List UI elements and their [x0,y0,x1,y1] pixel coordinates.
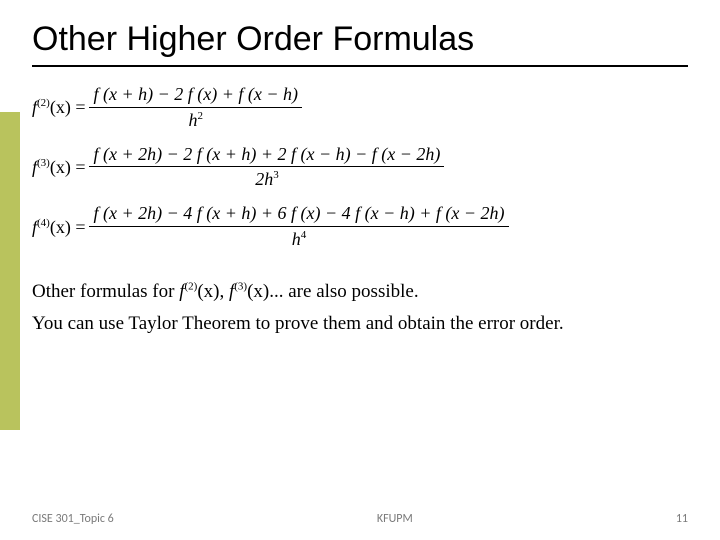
f3-numerator: f (x + 2h) − 2 f (x + h) + 2 f (x − h) −… [89,145,444,165]
note1-prefix: Other formulas for [32,281,179,302]
f4-bar [89,226,508,227]
f2-numerator: f (x + h) − 2 f (x) + f (x − h) [89,85,302,105]
f4-fraction: f (x + 2h) − 4 f (x + h) + 6 f (x) − 4 f… [89,204,508,250]
f4-order: (4) [37,217,50,229]
f3-arg: (x) = [50,157,86,177]
f3-den-exp: 3 [273,169,279,181]
footer-left: CISE 301_Topic 6 [32,512,114,526]
note1-f3-arg: (x)... [247,281,288,302]
f3-bar [89,166,444,167]
formula-f3: f(3)(x) = f (x + 2h) − 2 f (x + h) + 2 f… [32,145,688,191]
f3-order: (3) [37,157,50,169]
f4-arg: (x) = [50,217,86,237]
f2-arg: (x) = [50,97,86,117]
f3-fraction: f (x + 2h) − 2 f (x + h) + 2 f (x − h) −… [89,145,444,191]
f4-den-base: h [292,229,301,249]
f3-den-base: 2h [255,169,273,189]
title-rule [32,65,688,67]
footer-center: KFUPM [377,512,413,526]
page-title: Other Higher Order Formulas [32,20,688,59]
note1-suffix: are also possible. [288,281,418,302]
footer-right: 11 [676,512,688,526]
f2-fraction: f (x + h) − 2 f (x) + f (x − h) h2 [89,85,302,131]
note-1-line: Other formulas for f(2)(x), f(3)(x)... a… [32,276,688,308]
notes: Other formulas for f(2)(x), f(3)(x)... a… [32,276,688,341]
note1-f3-ord: (3) [234,280,247,292]
note1-f2-ord: (2) [185,280,198,292]
f2-den-base: h [189,110,198,130]
slide: Other Higher Order Formulas f(2)(x) = f … [0,0,720,540]
f4-numerator: f (x + 2h) − 4 f (x + h) + 6 f (x) − 4 f… [89,204,508,224]
content-area: f(2)(x) = f (x + h) − 2 f (x) + f (x − h… [32,85,688,340]
f4-den-exp: 4 [301,229,307,241]
note-2-line: You can use Taylor Theorem to prove them… [32,308,688,340]
formula-f2: f(2)(x) = f (x + h) − 2 f (x) + f (x − h… [32,85,688,131]
accent-bar [0,112,20,430]
f2-bar [89,107,302,108]
f2-order: (2) [37,97,50,109]
formula-f4: f(4)(x) = f (x + 2h) − 4 f (x + h) + 6 f… [32,204,688,250]
note1-f2-arg: (x), [197,281,229,302]
f2-den-exp: 2 [198,110,204,122]
footer: CISE 301_Topic 6 KFUPM 11 [0,512,720,526]
